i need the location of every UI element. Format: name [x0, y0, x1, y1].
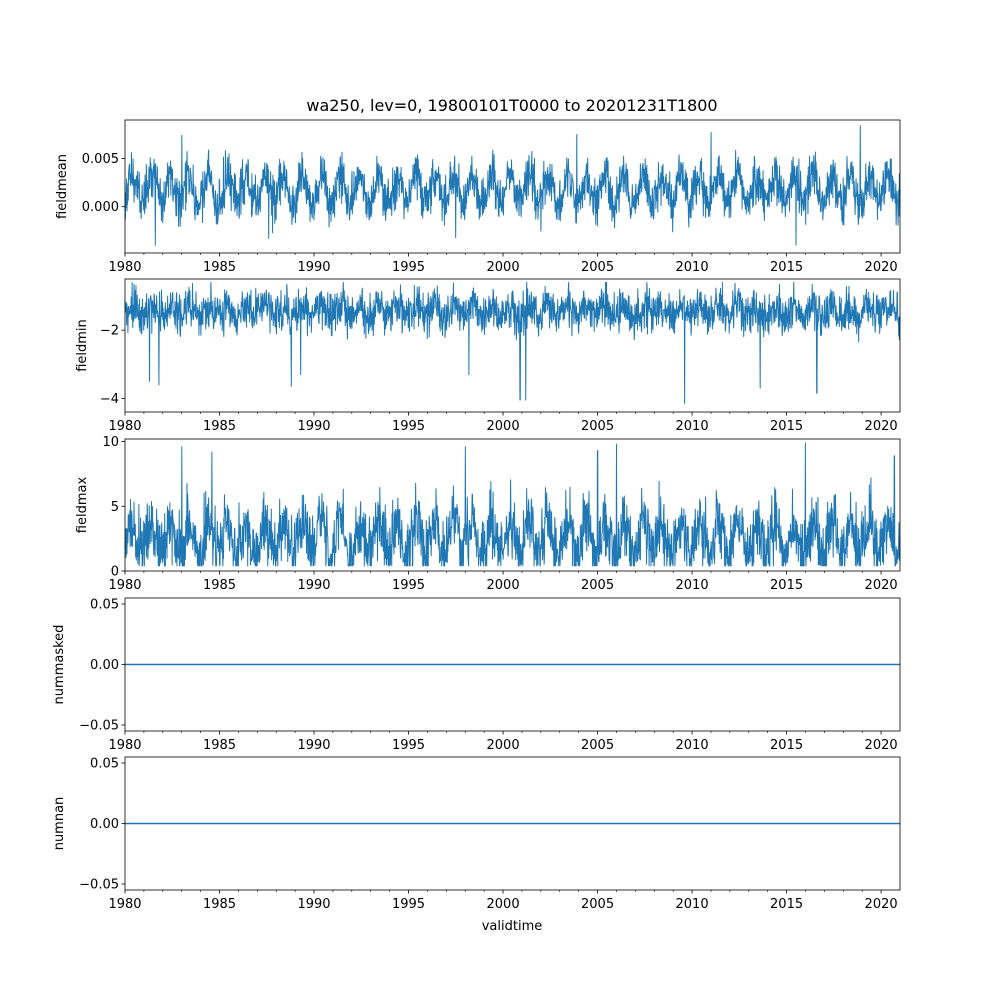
y-tick-label: 5 [111, 500, 119, 515]
y-axis-label-numnan: numnan [52, 797, 67, 851]
axes-frame-fieldmax [124, 438, 901, 572]
x-tick-label: 1985 [203, 578, 236, 593]
axes-frame-fieldmin [124, 278, 901, 413]
x-axis-label: validtime [482, 919, 543, 934]
x-tick-label: 2000 [487, 419, 520, 434]
y-tick-label: 0.05 [90, 757, 119, 772]
y-axis-label-fieldmin: fieldmin [75, 319, 90, 372]
x-tick-label: 1985 [203, 419, 236, 434]
subplot-fieldmin: 1980 1985 1990 1995 2000 2005 2010 2015 2020 −4 −2… [75, 278, 901, 434]
x-tick-label: 2020 [865, 260, 898, 275]
x-tick-label: 1980 [108, 419, 141, 434]
x-tick-label: 1980 [108, 738, 141, 753]
subplot-numnan: 1980 1985 1990 1995 2000 2005 2010 2015 2020 −0.0… [52, 757, 901, 912]
x-tick-label: 2005 [581, 897, 614, 912]
x-tick-label: 2015 [770, 578, 803, 593]
x-tick-label: 1980 [108, 578, 141, 593]
subplot-nummasked: 1980 1985 1990 1995 2000 2005 2010 2015 2020 −0.0… [52, 598, 901, 753]
x-tick-label: 2015 [770, 897, 803, 912]
y-tick-label: 0.00 [90, 817, 119, 832]
x-tick-label: 1985 [203, 260, 236, 275]
x-tick-label: 1995 [392, 738, 425, 753]
y-tick-label: −0.05 [79, 718, 119, 733]
subplot-fieldmax: 1980 1985 1990 1995 2000 2005 2010 2015 2020 0 5 10… [75, 435, 901, 593]
series-line-fieldmean [124, 125, 901, 246]
x-tick-label: 1995 [392, 260, 425, 275]
axes-frame-fieldmean [124, 119, 901, 254]
x-tick-label: 1990 [297, 260, 330, 275]
y-tick-label: −4 [100, 392, 119, 407]
x-tick-label: 2020 [865, 419, 898, 434]
series-line-fieldmin [124, 281, 901, 404]
x-tick-label: 2005 [581, 738, 614, 753]
x-tick-label: 2000 [487, 897, 520, 912]
x-tick-label: 2010 [676, 738, 709, 753]
x-tick-label: 2005 [581, 419, 614, 434]
x-tick-label: 1995 [392, 897, 425, 912]
x-tick-label: 1985 [203, 738, 236, 753]
x-tick-label: 1980 [108, 260, 141, 275]
x-tick-label: 1985 [203, 897, 236, 912]
subplots: 1980 1985 1990 1995 2000 2005 2010 2015 2020 0.00… [52, 119, 901, 912]
x-tick-label: 2015 [770, 419, 803, 434]
y-tick-label: −0.05 [79, 877, 119, 892]
y-tick-label: 10 [102, 435, 119, 450]
subplot-fieldmean: 1980 1985 1990 1995 2000 2005 2010 2015 2020 0.00… [55, 119, 901, 275]
y-axis-label-fieldmax: fieldmax [75, 477, 90, 534]
y-tick-label: −2 [100, 324, 119, 339]
x-tick-label: 1995 [392, 578, 425, 593]
x-tick-label: 1995 [392, 419, 425, 434]
x-tick-label: 2015 [770, 260, 803, 275]
y-tick-label: 0.000 [82, 200, 119, 215]
x-tick-label: 2010 [676, 897, 709, 912]
x-tick-label: 1990 [297, 897, 330, 912]
x-tick-label: 2010 [676, 578, 709, 593]
x-tick-label: 1990 [297, 578, 330, 593]
x-tick-label: 2020 [865, 738, 898, 753]
x-tick-label: 2000 [487, 738, 520, 753]
x-tick-label: 2010 [676, 419, 709, 434]
x-tick-label: 2005 [581, 578, 614, 593]
y-tick-label: 0 [111, 565, 119, 580]
x-tick-label: 2015 [770, 738, 803, 753]
y-tick-label: 0.005 [82, 152, 119, 167]
series-line-fieldmax [124, 442, 901, 567]
y-tick-label: 0.00 [90, 658, 119, 673]
x-tick-label: 2010 [676, 260, 709, 275]
x-tick-label: 2005 [581, 260, 614, 275]
x-tick-label: 1980 [108, 897, 141, 912]
y-axis-label-nummasked: nummasked [52, 625, 67, 705]
x-tick-label: 2000 [487, 260, 520, 275]
x-tick-label: 2000 [487, 578, 520, 593]
x-tick-label: 1990 [297, 419, 330, 434]
y-tick-label: 0.05 [90, 598, 119, 613]
x-tick-label: 1990 [297, 738, 330, 753]
x-tick-label: 2020 [865, 578, 898, 593]
x-tick-label: 2020 [865, 897, 898, 912]
chart-title: wa250, lev=0, 19800101T0000 to 20201231T… [306, 96, 717, 115]
y-axis-label-fieldmean: fieldmean [55, 154, 70, 219]
